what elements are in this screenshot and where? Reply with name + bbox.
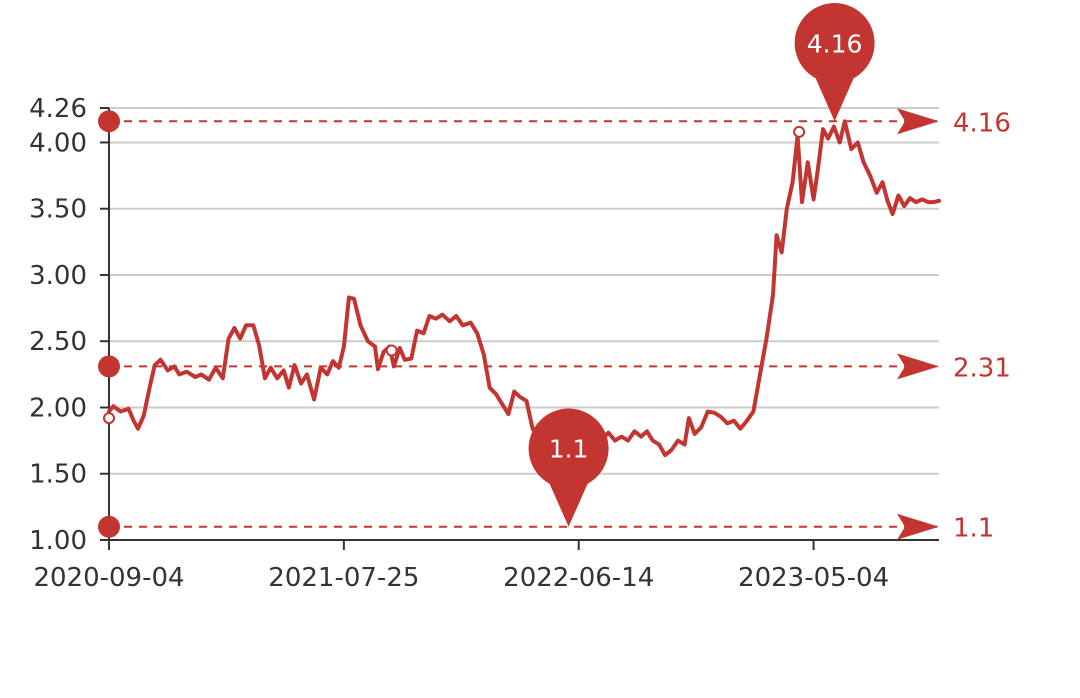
y-tick-label: 4.26 xyxy=(29,94,87,124)
y-tick-label: 4.00 xyxy=(29,128,87,158)
mark-point-label: 1.1 xyxy=(549,435,589,464)
mark-lines: 4.16 2.31 1.1 xyxy=(98,108,1011,544)
y-tick-label: 3.50 xyxy=(29,195,87,225)
series-line xyxy=(107,119,941,458)
y-tick-label: 1.00 xyxy=(29,526,87,556)
mark-line-start-dot xyxy=(98,355,120,378)
mark-line-start-dot xyxy=(98,515,120,538)
y-tick-label: 1.50 xyxy=(29,460,87,490)
x-tick-label: 2020-09-04 xyxy=(33,563,184,593)
y-tick-label: 2.50 xyxy=(29,327,87,357)
mark-line-arrow xyxy=(897,108,939,135)
data-point xyxy=(793,125,806,138)
data-point xyxy=(103,412,115,425)
x-tick-label: 2023-05-04 xyxy=(738,563,889,593)
grid xyxy=(109,107,939,541)
mark-line-label: 1.1 xyxy=(953,514,994,544)
data-point xyxy=(385,344,398,357)
x-tick-label: 2021-07-25 xyxy=(268,563,419,593)
y-tick-label: 3.00 xyxy=(29,261,87,291)
y-tick-label: 2.00 xyxy=(29,393,87,423)
mark-line-arrow xyxy=(897,513,939,540)
mark-point-pin xyxy=(528,408,609,527)
mark-points: 4.16 1.1 xyxy=(528,3,875,527)
mark-line-arrow xyxy=(897,353,939,380)
mark-line-label: 4.16 xyxy=(953,108,1011,138)
mark-point-pin xyxy=(794,3,875,122)
mark-point-label: 4.16 xyxy=(807,29,863,58)
axes: 1.00 1.50 2.00 2.50 3.00 3.50 4.00 4.26 2020-09-… xyxy=(29,94,939,593)
series xyxy=(103,119,941,458)
mark-line-start-dot xyxy=(98,110,120,133)
mark-line-label: 2.31 xyxy=(953,353,1011,383)
x-tick-label: 2022-06-14 xyxy=(503,563,654,593)
